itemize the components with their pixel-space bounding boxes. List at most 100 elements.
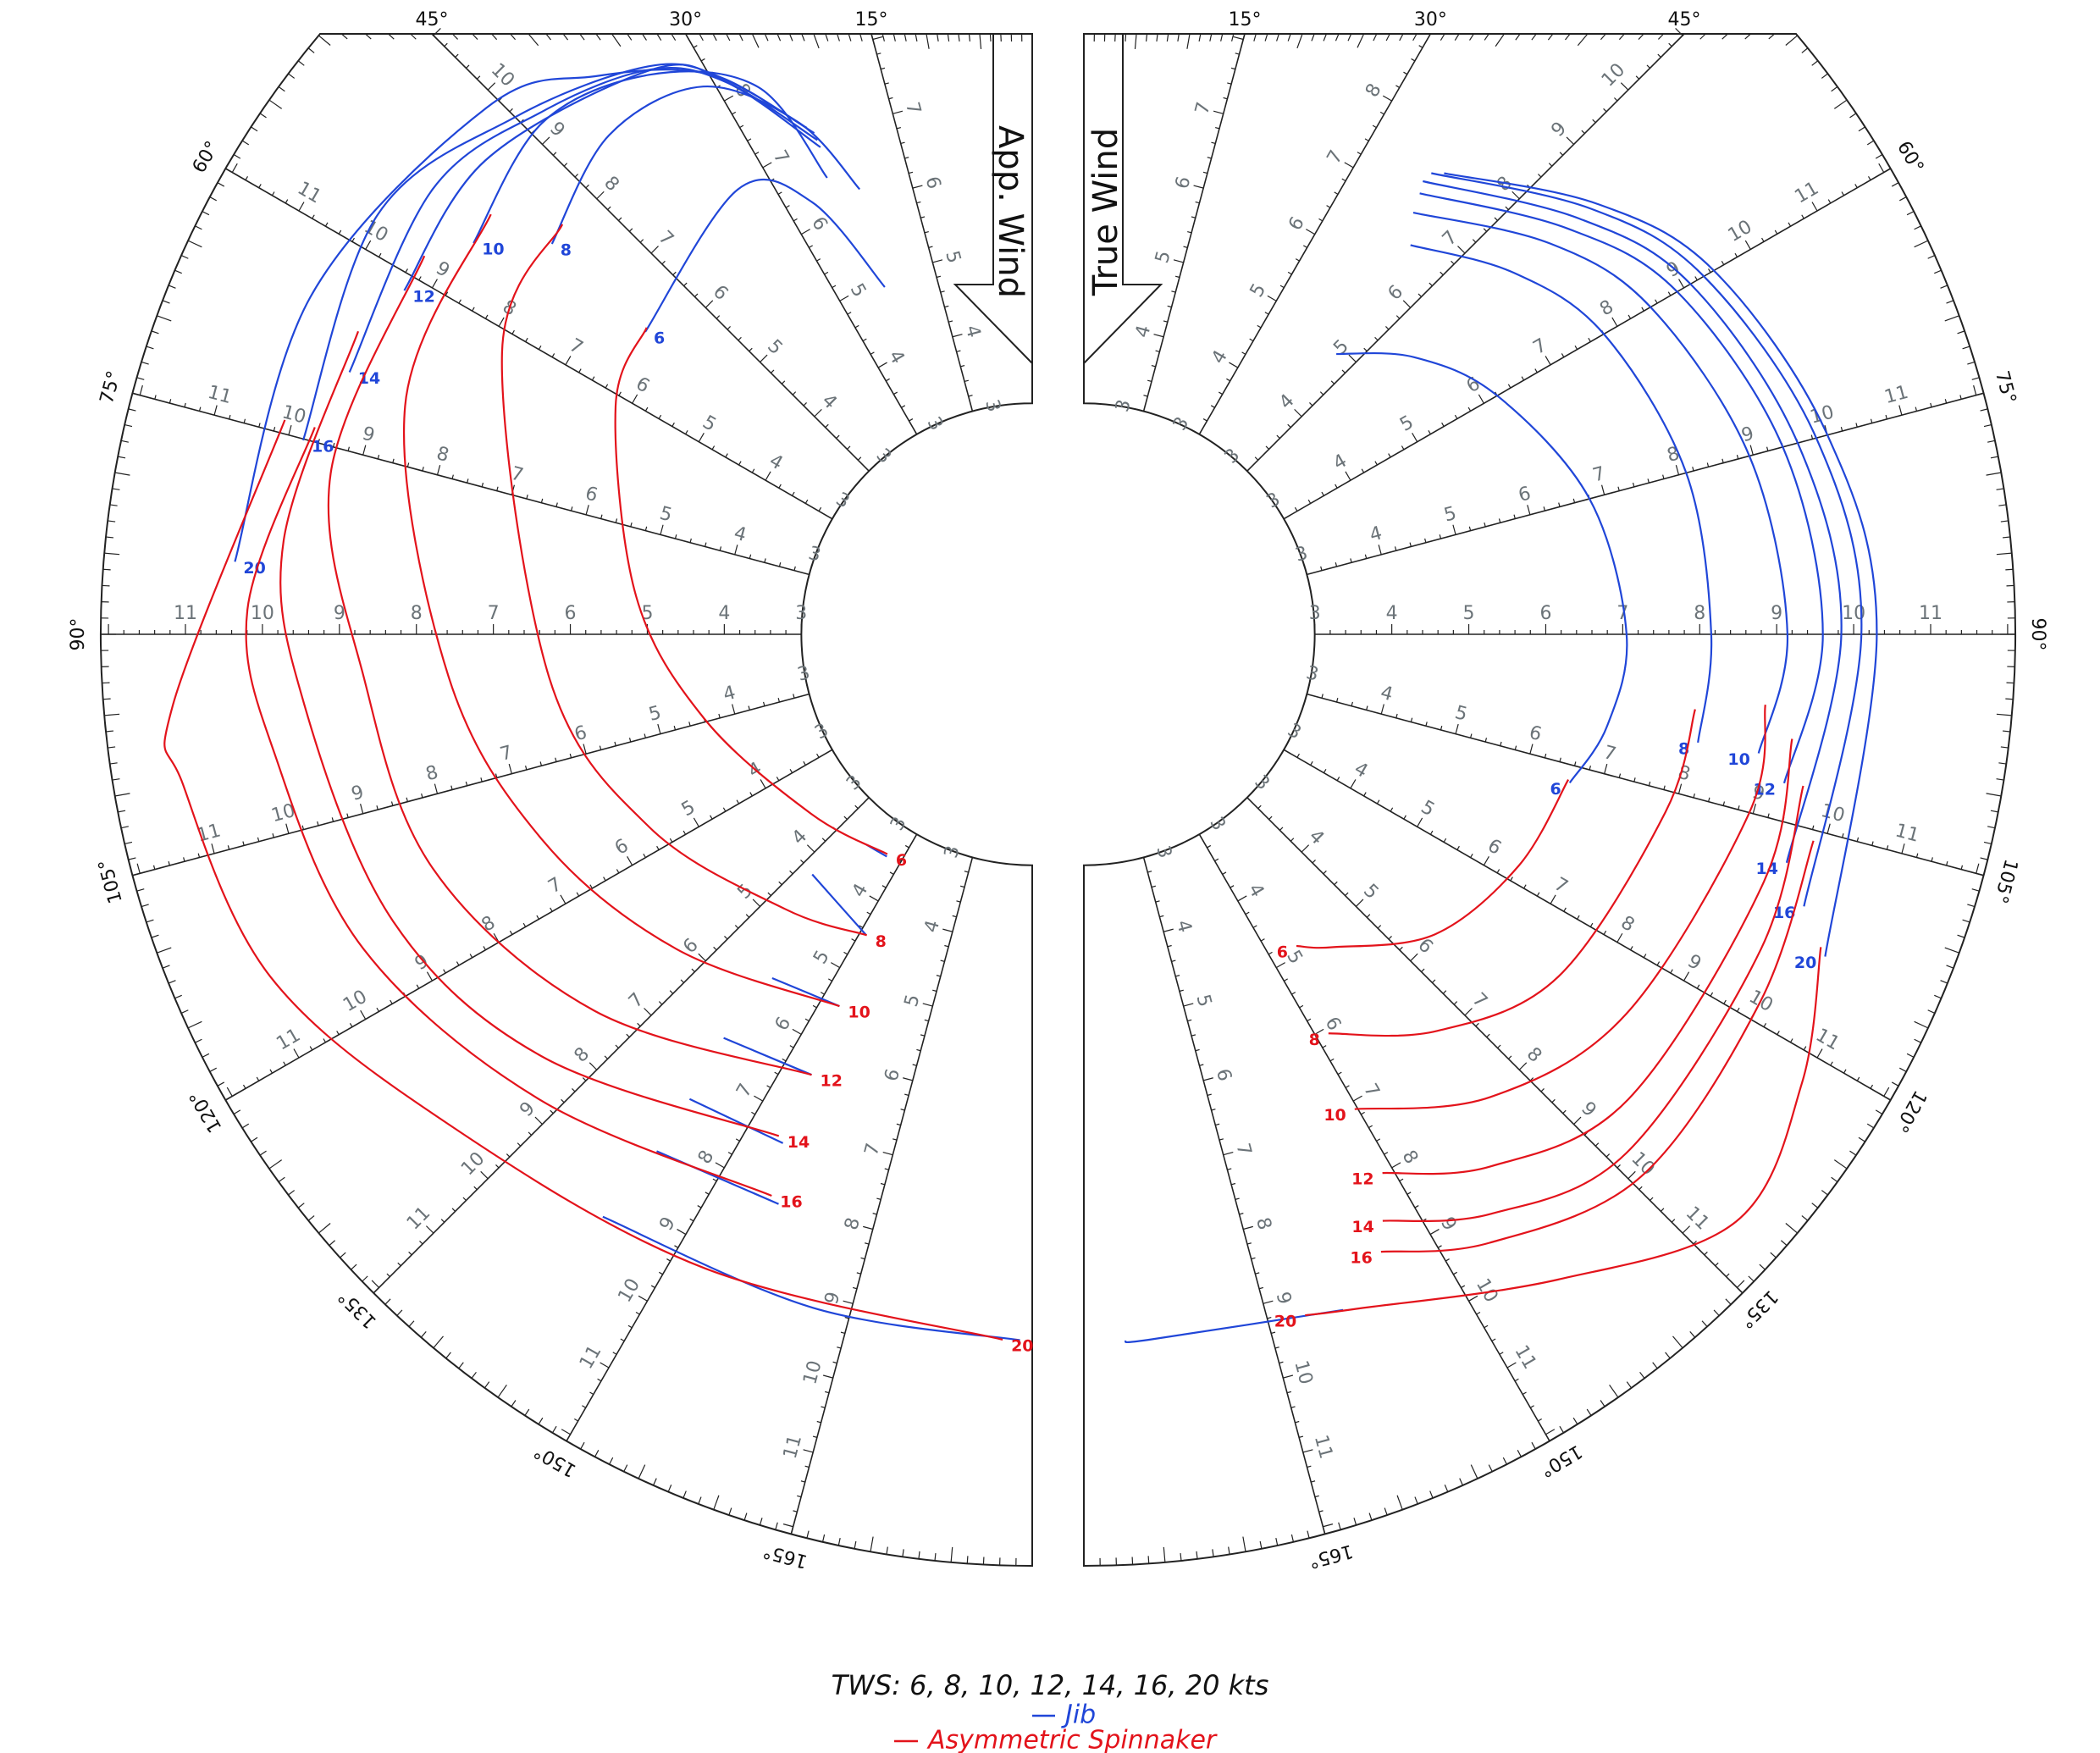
- spoke-tick: [565, 356, 572, 366]
- spoke-tick: [901, 405, 906, 408]
- speed-tick-label: 4: [721, 683, 738, 706]
- degree-tick: [1276, 33, 1279, 41]
- spoke-tick: [1677, 783, 1683, 794]
- spoke-tick: [1959, 395, 1962, 400]
- speed-tick-label: 4: [848, 880, 873, 901]
- spoke-tick: [734, 925, 739, 929]
- degree-tick: [1609, 1384, 1619, 1398]
- curve-label: 14: [358, 369, 380, 388]
- spoke-tick: [1143, 395, 1148, 397]
- speed-tick-label: 4: [732, 523, 749, 546]
- degree-tick: [1990, 810, 1998, 813]
- spoke-tick: [920, 216, 926, 218]
- speed-tick-label: 9: [349, 782, 366, 805]
- degree-tick: [950, 1546, 953, 1562]
- spoke-tick: [1406, 1192, 1412, 1195]
- spoke-tick: [1721, 458, 1724, 463]
- degree-tick: [118, 456, 126, 459]
- degree-tick: [278, 1176, 285, 1183]
- degree-tick: [1429, 1490, 1434, 1499]
- spoke-tick: [1230, 885, 1235, 888]
- spoke-tick: [1499, 1352, 1504, 1355]
- spoke-tick: [1429, 1229, 1440, 1236]
- spoke-tick: [1255, 1272, 1260, 1275]
- degree-tick: [420, 1330, 427, 1338]
- degree-tick: [1577, 33, 1589, 47]
- spoke-tick: [1151, 365, 1156, 368]
- spoke-tick: [1650, 1197, 1654, 1201]
- degree-tick: [1186, 33, 1191, 49]
- spoke-tick: [1258, 1286, 1264, 1290]
- speed-tick-label: 9: [360, 423, 377, 447]
- spoke-tick: [767, 892, 771, 896]
- speed-tick-label: 11: [174, 603, 197, 624]
- spoke-tick: [964, 871, 969, 873]
- spoke-tick: [1235, 1197, 1240, 1200]
- spoke-tick: [612, 1352, 617, 1355]
- spoke-tick: [760, 779, 766, 789]
- spoke-tick: [1233, 36, 1244, 41]
- degree-tick: [1866, 140, 1875, 146]
- spoke-tick: [889, 871, 894, 875]
- degree-tick: [1996, 552, 2012, 556]
- degree-tick: [136, 377, 145, 380]
- spoke-tick: [1296, 753, 1300, 758]
- spoke-tick: [1883, 1087, 1890, 1097]
- spoke-tick: [876, 1197, 881, 1200]
- degree-tick: [2002, 730, 2011, 733]
- spoke-tick: [1506, 1362, 1517, 1369]
- degree-tick: [174, 269, 182, 274]
- spoke-tick: [1801, 214, 1804, 219]
- spoke-tick: [776, 777, 780, 782]
- polar-curve: [234, 69, 1020, 1341]
- spoke-tick: [550, 907, 553, 912]
- spoke-tick: [1614, 97, 1618, 102]
- spoke-tick: [419, 1241, 423, 1245]
- spoke-tick: [809, 245, 813, 248]
- spoke-tick: [1385, 326, 1390, 330]
- spoke-tick: [1545, 1429, 1556, 1435]
- polar-curve: [279, 330, 780, 1137]
- spoke-tick: [1254, 456, 1259, 461]
- degree-tick: [174, 994, 182, 999]
- spoke-tick: [1589, 766, 1591, 771]
- spoke-tick: [480, 1170, 489, 1180]
- angle-tick-label: 150°: [531, 1441, 580, 1481]
- spoke-tick: [469, 954, 473, 959]
- speed-tick-label: 5: [1246, 280, 1271, 301]
- speed-tick-label: 10: [1725, 216, 1756, 246]
- speed-tick-label: 8: [1252, 1215, 1275, 1232]
- spoke-tick: [792, 391, 797, 395]
- spoke-tick: [1763, 1023, 1767, 1027]
- spoke-tick: [1692, 467, 1694, 472]
- degree-tick: [1946, 965, 1954, 969]
- spoke-tick: [1410, 953, 1418, 962]
- spoke-tick: [1334, 191, 1339, 195]
- spoke-tick: [804, 1465, 810, 1468]
- degree-tick: [1996, 778, 2004, 781]
- degree-tick: [112, 778, 120, 781]
- speed-tick-label: 6: [611, 835, 633, 860]
- degree-tick: [458, 1362, 464, 1369]
- speed-tick-label: 6: [583, 483, 600, 506]
- spoke-tick: [561, 1429, 571, 1435]
- spoke-tick: [390, 999, 393, 1004]
- degree-tick: [682, 1490, 687, 1499]
- spoke-tick: [739, 124, 744, 129]
- curve-label: 6: [1277, 943, 1288, 961]
- speed-tick-label: 8: [1617, 912, 1639, 937]
- spoke-tick: [1275, 962, 1285, 969]
- spoke-tick: [1628, 1170, 1636, 1180]
- degree-tick: [1957, 330, 1965, 335]
- spoke-tick: [1257, 324, 1262, 329]
- spoke-tick: [1414, 1205, 1419, 1208]
- speed-tick-label: 7: [1601, 742, 1618, 766]
- spoke-tick: [572, 1088, 576, 1092]
- degree-tick: [1831, 86, 1838, 92]
- spoke-tick: [1264, 312, 1269, 315]
- degree-tick: [307, 47, 315, 53]
- degree-tick: [713, 1495, 720, 1510]
- degree-tick: [1287, 33, 1291, 41]
- degree-tick: [1323, 33, 1328, 41]
- degree-tick: [1626, 1381, 1633, 1389]
